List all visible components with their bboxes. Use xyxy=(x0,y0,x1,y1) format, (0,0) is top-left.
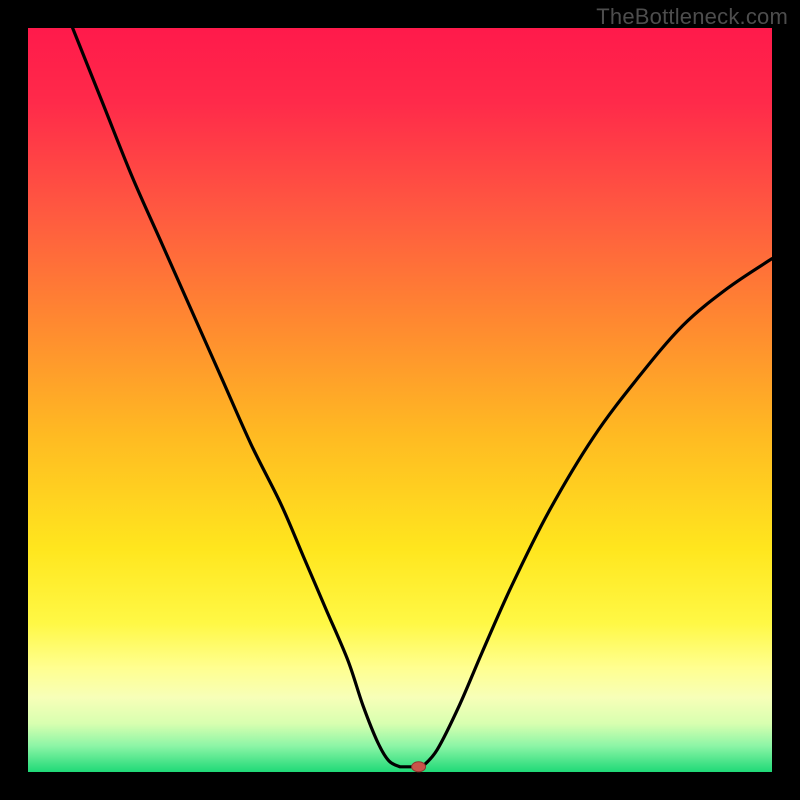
chart-container: TheBottleneck.com xyxy=(0,0,800,800)
bottleneck-chart xyxy=(0,0,800,800)
optimum-marker xyxy=(412,762,426,772)
chart-background xyxy=(28,28,772,772)
watermark-text: TheBottleneck.com xyxy=(596,4,788,30)
